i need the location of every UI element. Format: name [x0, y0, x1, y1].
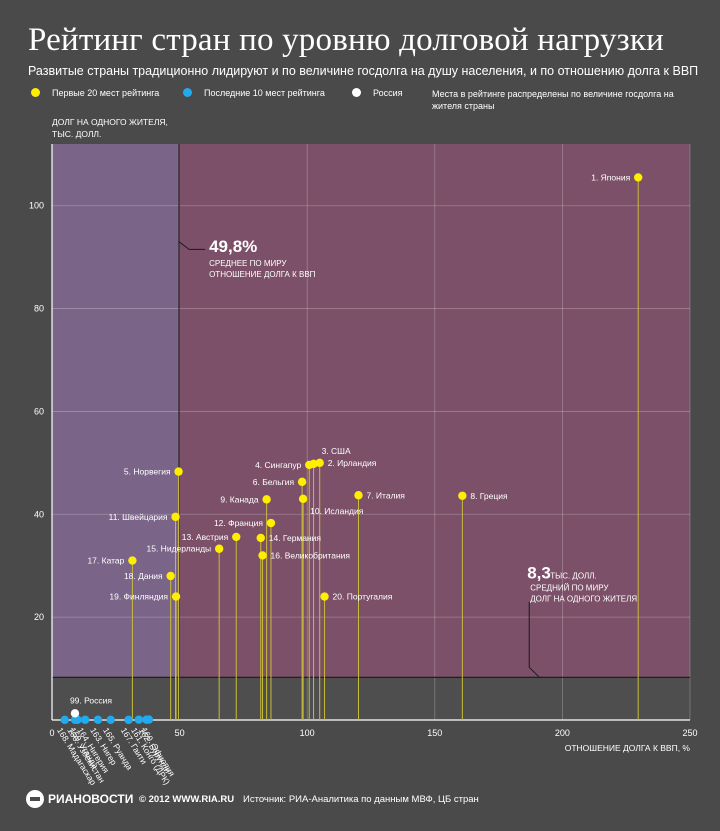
data-label: 4. Сингапур [255, 460, 301, 470]
ref-ratio-value: 49,8% [209, 237, 257, 256]
data-label: 16. Великобритания [271, 550, 351, 560]
data-label: 1. Япония [591, 172, 630, 182]
legend-dot-russia-icon [352, 88, 361, 98]
data-label: 18. Дания [124, 571, 163, 581]
ref-debt-label: СРЕДНИЙ ПО МИРУ [530, 584, 609, 593]
data-point [124, 715, 133, 725]
data-point [128, 556, 137, 565]
data-label: 12. Франция [214, 518, 263, 528]
region-above-average-ratio [179, 144, 690, 678]
data-label: 5. Норвегия [124, 467, 171, 477]
x-tick-label: 250 [682, 728, 697, 738]
data-label: 7. Италия [366, 490, 405, 500]
y-tick-label: 40 [34, 509, 44, 519]
data-label: 10. Исландия [310, 506, 364, 516]
data-point [80, 715, 90, 724]
data-point [174, 467, 183, 476]
data-point [214, 544, 224, 553]
data-label: 20. Португалия [333, 592, 393, 602]
data-label: 9. Канада [220, 494, 259, 504]
data-label: 14. Германия [269, 533, 322, 543]
data-point [171, 592, 181, 601]
data-label: 15. Нидерланды [147, 544, 212, 554]
data-label: 19. Финляндия [109, 592, 168, 602]
data-point [258, 551, 267, 560]
region-below-average-debt [52, 677, 690, 720]
x-tick-label: 50 [175, 728, 185, 738]
x-tick-label: 100 [300, 728, 315, 738]
data-label: 11. Швейцария [109, 512, 168, 522]
legend-note: Места в рейтинге распределены по величин… [432, 89, 674, 111]
data-label: 99. Россия [70, 695, 112, 705]
x-axis-title: ОТНОШЕНИЕ ДОЛГА К ВВП, % [565, 743, 691, 753]
data-point [171, 512, 180, 522]
data-point [70, 715, 80, 724]
x-tick-label: 150 [427, 728, 442, 738]
data-point [262, 495, 271, 504]
region-below-average-ratio [52, 144, 180, 678]
x-tick-label: 0 [49, 728, 54, 738]
data-label: 6. Бельгия [253, 477, 295, 487]
data-point [256, 533, 265, 543]
y-tick-label: 100 [29, 201, 44, 211]
footer-brand: РИАНОВОСТИ © 2012 WWW.RIA.RU [26, 790, 234, 808]
data-label: 13. Австрия [182, 532, 229, 542]
data-point [458, 491, 467, 500]
ref-debt-label: ДОЛГ НА ОДНОГО ЖИТЕЛЯ [530, 595, 637, 604]
y-tick-label: 80 [34, 304, 44, 314]
data-point [633, 173, 643, 182]
data-point [354, 491, 363, 500]
legend-dot-last10-icon [183, 88, 192, 98]
data-label: 8. Греция [470, 491, 508, 501]
y-tick-label: 60 [34, 406, 44, 416]
ref-leader-ratio [178, 241, 206, 250]
data-label: 17. Катар [87, 556, 124, 566]
data-point [70, 709, 80, 718]
page-title: Рейтинг стран по уровню долговой нагрузк… [28, 22, 664, 58]
data-point [60, 715, 69, 725]
ria-logo-icon [26, 790, 44, 808]
data-label: 2. Ирландия [328, 458, 377, 468]
page-subtitle: Развитые страны традиционно лидируют и п… [28, 64, 699, 78]
ref-ratio-label: ОТНОШЕНИЕ ДОЛГА К ВВП [209, 270, 316, 279]
data-point [298, 494, 308, 504]
legend-last10: Последние 10 мест рейтинга [183, 88, 325, 98]
y-axis-title: ДОЛГ НА ОДНОГО ЖИТЕЛЯ, ТЫС. ДОЛЛ. [52, 117, 168, 139]
legend-russia: Россия [352, 88, 403, 98]
data-point [106, 715, 115, 724]
data-point [305, 460, 314, 470]
data-point [232, 532, 241, 542]
scatter-chart: 0 50 100 150 200 250 20 40 60 80 100 ОТНОШЕНИЕ ДОЛГ… [29, 144, 698, 787]
ref-leader-debt [528, 601, 540, 678]
data-label: 3. США [322, 446, 351, 456]
data-point [266, 518, 276, 528]
legend-top20: Первые 20 мест рейтинга [31, 88, 159, 98]
source-note: Источник: РИА-Аналитика по данным МВФ, Ц… [243, 794, 479, 805]
data-point [297, 477, 307, 487]
ref-debt-value: 8,3 [527, 564, 551, 583]
y-tick-label: 20 [34, 612, 44, 622]
data-point [320, 592, 329, 601]
x-tick-label: 200 [555, 728, 570, 738]
data-point [142, 715, 151, 724]
data-point [166, 571, 175, 581]
ref-ratio-label: СРЕДНЕЕ ПО МИРУ [209, 259, 287, 268]
data-point [93, 715, 103, 724]
ref-debt-unit: ТЫС. ДОЛЛ. [550, 572, 596, 581]
data-point [134, 715, 143, 724]
logo-text: РИАНОВОСТИ [48, 792, 134, 806]
legend-dot-top20-icon [31, 88, 40, 98]
copyright: © 2012 WWW.RIA.RU [138, 793, 235, 805]
